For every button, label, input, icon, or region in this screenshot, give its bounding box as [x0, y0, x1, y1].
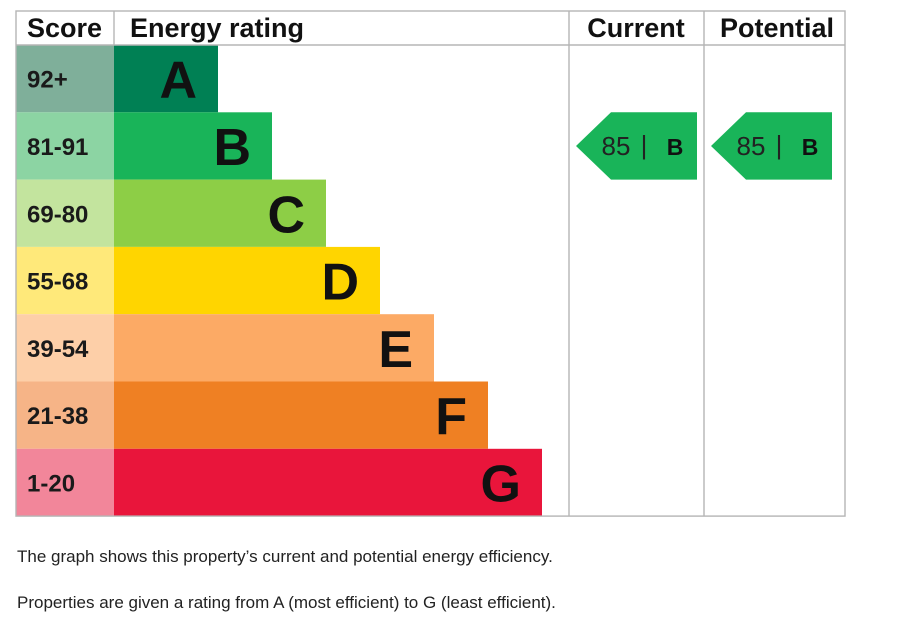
header-energy-rating: Energy rating: [130, 13, 304, 43]
band-letter-e: E: [378, 321, 413, 379]
current-rating-value: 85: [602, 131, 631, 161]
band-score-e: 39-54: [27, 336, 89, 363]
band-letter-b: B: [213, 119, 251, 177]
band-score-f: 21-38: [27, 403, 88, 430]
header-current: Current: [587, 13, 685, 43]
band-letter-g: G: [481, 455, 521, 513]
score-cell-d: [16, 246, 114, 315]
band-score-g: 1-20: [27, 470, 75, 497]
current-rating-arrow: [576, 112, 697, 180]
epc-chart: 92+ A81-91 B69-80 C55-68 D39-54 E21-38 F1-20 G …: [15, 10, 846, 517]
score-cell-e: [16, 314, 114, 382]
band-letter-c: C: [267, 186, 305, 244]
table-border: [15, 10, 846, 517]
band-letter-d: D: [321, 254, 359, 312]
score-cell-b: [16, 112, 114, 180]
header-score: Score: [27, 13, 102, 43]
score-cell-a: [16, 45, 114, 113]
current-rating-separator: |: [641, 130, 648, 160]
band-bar-a: [114, 45, 218, 113]
band-score-d: 55-68: [27, 269, 88, 296]
header-potential: Potential: [720, 13, 834, 43]
band-letter-f: F: [435, 388, 467, 446]
potential-rating-arrow: [711, 112, 832, 180]
band-bar-d: [114, 246, 380, 315]
band-bar-g: [114, 448, 542, 517]
potential-rating-value: 85: [737, 131, 766, 161]
score-cell-g: [16, 448, 114, 517]
score-cell-f: [16, 381, 114, 449]
band-score-a: 92+: [27, 67, 68, 94]
potential-rating-separator: |: [776, 130, 783, 160]
band-bar-b: [114, 112, 272, 180]
score-cell-c: [16, 179, 114, 247]
note-efficiency: The graph shows this property’s current …: [17, 547, 553, 566]
band-bar-c: [114, 179, 326, 247]
band-score-c: 69-80: [27, 201, 88, 228]
band-letter-a: A: [159, 52, 197, 110]
current-rating-letter: B: [667, 134, 684, 160]
band-bar-f: [114, 381, 488, 449]
note-rating-scale: Properties are given a rating from A (mo…: [17, 593, 556, 612]
band-bar-e: [114, 314, 434, 382]
potential-rating-letter: B: [802, 134, 819, 160]
band-score-b: 81-91: [27, 134, 88, 161]
